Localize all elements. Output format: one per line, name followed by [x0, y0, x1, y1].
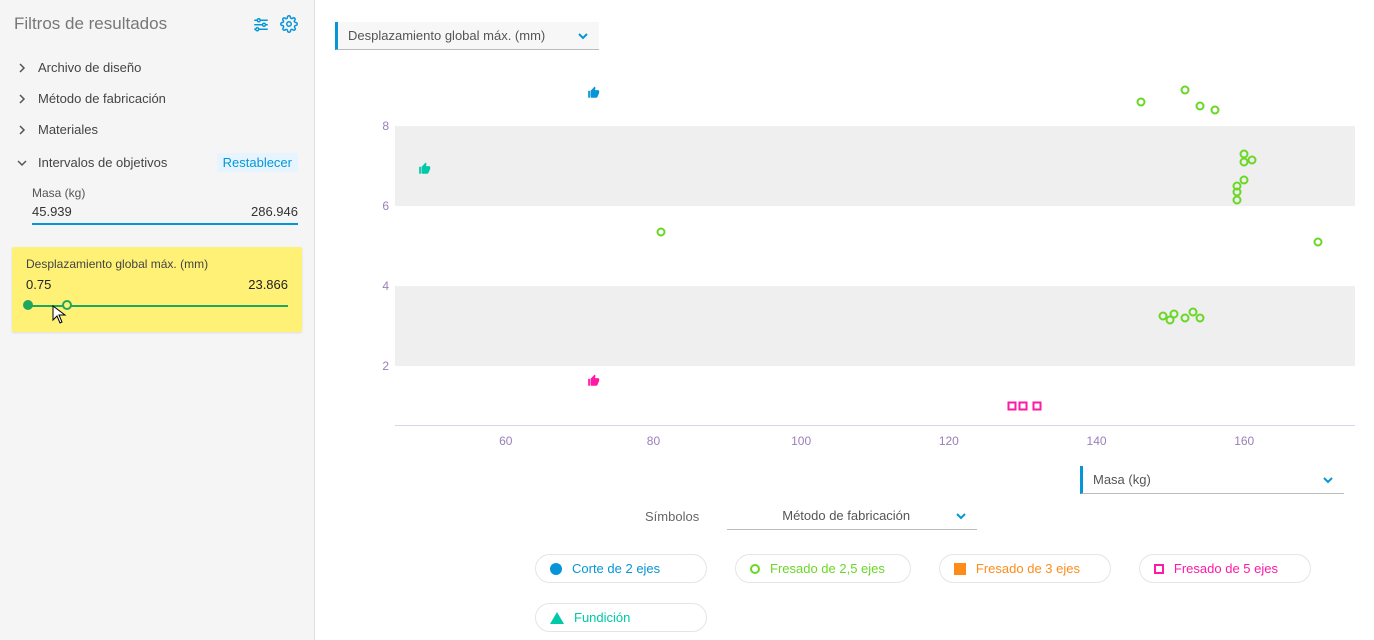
sidebar-header: Filtros de resultados	[0, 0, 314, 52]
legend-label: Corte de 2 ejes	[572, 561, 660, 576]
data-point[interactable]	[1018, 402, 1027, 411]
legend-swatch	[1154, 564, 1164, 574]
data-point[interactable]	[1232, 196, 1241, 205]
y-axis-label: Desplazamiento global máx. (mm)	[348, 28, 577, 43]
filter-label: Método de fabricación	[38, 91, 166, 106]
legend-label: Fresado de 2,5 ejes	[770, 561, 885, 576]
slider-knob-start[interactable]	[23, 300, 33, 310]
chevron-down-icon	[577, 30, 589, 42]
legend-label: Fresado de 3 ejes	[976, 561, 1080, 576]
data-point[interactable]	[1170, 310, 1179, 319]
mass-track[interactable]	[32, 223, 298, 225]
cursor-icon	[52, 305, 68, 325]
main-area: Desplazamiento global máx. (mm) 2 4 6 8 60 8…	[315, 0, 1374, 640]
filter-label: Intervalos de objetivos	[38, 155, 167, 170]
x-tick: 80	[647, 434, 660, 448]
legend-item[interactable]: Corte de 2 ejes	[535, 554, 707, 583]
chart-band	[395, 126, 1355, 206]
data-point[interactable]	[1181, 86, 1190, 95]
symbols-select-label: Método de fabricación	[737, 508, 955, 523]
legend-swatch	[550, 612, 564, 624]
symbols-row: Símbolos Método de fabricación	[645, 502, 1334, 530]
x-tick: 120	[939, 434, 959, 448]
x-tick: 160	[1234, 434, 1254, 448]
y-axis-select[interactable]: Desplazamiento global máx. (mm)	[335, 22, 599, 50]
x-tick: 100	[791, 434, 811, 448]
legend-swatch	[750, 564, 760, 574]
filter-sliders-icon[interactable]	[252, 15, 270, 33]
x-axis-label: Masa (kg)	[1093, 472, 1322, 487]
filter-item-1[interactable]: Método de fabricación	[0, 83, 314, 114]
chart-band	[395, 286, 1355, 366]
x-tick: 140	[1087, 434, 1107, 448]
filter-item-0[interactable]: Archivo de diseño	[0, 52, 314, 83]
sidebar: Filtros de resultados Archivo de diseño M…	[0, 0, 315, 640]
data-point[interactable]	[1247, 156, 1256, 165]
chevron-right-icon	[16, 124, 28, 136]
legend-item[interactable]: Fresado de 5 ejes	[1139, 554, 1311, 583]
filter-label: Archivo de diseño	[38, 60, 141, 75]
data-point[interactable]	[1240, 176, 1249, 185]
displacement-min: 0.75	[26, 277, 51, 292]
filter-label: Materiales	[38, 122, 98, 137]
data-point[interactable]	[1195, 314, 1204, 323]
data-point[interactable]	[587, 374, 601, 391]
scatter-chart: 2 4 6 8	[355, 66, 1355, 426]
filter-item-3[interactable]: Intervalos de objetivos Restablecer	[0, 145, 314, 180]
gear-icon[interactable]	[280, 15, 298, 33]
legend-swatch	[550, 563, 562, 575]
filter-item-2[interactable]: Materiales	[0, 114, 314, 145]
legend-label: Fresado de 5 ejes	[1174, 561, 1278, 576]
y-tick: 6	[382, 199, 389, 213]
data-point[interactable]	[1136, 98, 1145, 107]
y-tick: 4	[382, 279, 389, 293]
chevron-down-icon	[1322, 474, 1334, 486]
data-point[interactable]	[418, 162, 432, 179]
data-point[interactable]	[1195, 102, 1204, 111]
chevron-down-icon	[16, 157, 28, 169]
displacement-range-card[interactable]: Desplazamiento global máx. (mm) 0.75 23.…	[12, 247, 302, 332]
symbols-label: Símbolos	[645, 509, 699, 524]
mass-min: 45.939	[32, 204, 72, 219]
mass-max: 286.946	[251, 204, 298, 219]
chevron-down-icon	[955, 510, 967, 522]
x-axis-select[interactable]: Masa (kg)	[1080, 466, 1344, 494]
legend-item[interactable]: Fresado de 3 ejes	[939, 554, 1111, 583]
restore-button[interactable]: Restablecer	[217, 153, 298, 172]
mass-label: Masa (kg)	[32, 186, 298, 200]
chevron-right-icon	[16, 93, 28, 105]
symbols-select[interactable]: Método de fabricación	[727, 502, 977, 530]
x-axis: 60 80 100 120 140 160	[395, 432, 1348, 456]
plot-area[interactable]	[395, 66, 1355, 426]
displacement-max: 23.866	[248, 277, 288, 292]
legend: Corte de 2 ejes Fresado de 2,5 ejes Fresad…	[535, 554, 1334, 632]
sidebar-title: Filtros de resultados	[14, 14, 252, 34]
data-point[interactable]	[1033, 402, 1042, 411]
chevron-right-icon	[16, 62, 28, 74]
data-point[interactable]	[1007, 402, 1016, 411]
legend-swatch	[954, 563, 966, 575]
legend-item[interactable]: Fundición	[535, 603, 707, 632]
legend-label: Fundición	[574, 610, 630, 625]
x-tick: 60	[499, 434, 512, 448]
legend-item[interactable]: Fresado de 2,5 ejes	[735, 554, 911, 583]
y-tick: 2	[382, 359, 389, 373]
data-point[interactable]	[656, 228, 665, 237]
data-point[interactable]	[1210, 106, 1219, 115]
mass-range[interactable]: Masa (kg) 45.939 286.946	[0, 180, 314, 235]
data-point[interactable]	[1314, 238, 1323, 247]
y-tick: 8	[382, 119, 389, 133]
y-axis: 2 4 6 8	[365, 66, 395, 426]
displacement-label: Desplazamiento global máx. (mm)	[26, 257, 288, 271]
data-point[interactable]	[587, 86, 601, 103]
